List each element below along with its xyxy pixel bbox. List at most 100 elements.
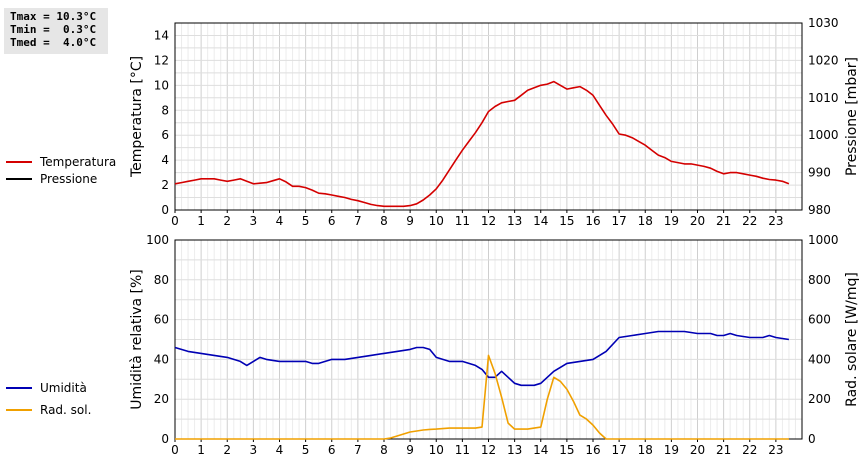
x-tick-hum-15: 15: [559, 443, 574, 457]
legend-label-rad-sol: Rad. sol.: [40, 402, 92, 417]
x-tick-temp-21: 21: [716, 214, 731, 228]
y2-tick-temp-4: 1020: [808, 53, 839, 67]
ylabel-hum: Umidità relativa [%]: [129, 269, 145, 410]
x-tick-temp-23: 23: [768, 214, 783, 228]
y-tick-hum-3: 60: [154, 313, 169, 327]
x-tick-hum-17: 17: [611, 443, 626, 457]
x-tick-temp-6: 6: [328, 214, 336, 228]
y-tick-temp-0: 0: [161, 203, 169, 217]
y-tick-temp-7: 14: [154, 28, 169, 42]
series-line-hum-0: [174, 330, 790, 387]
y2label-hum: Rad. solare [W/mq]: [844, 272, 860, 407]
y2-tick-temp-0: 980: [808, 203, 831, 217]
x-tick-hum-7: 7: [354, 443, 362, 457]
x-tick-temp-20: 20: [690, 214, 705, 228]
x-tick-hum-3: 3: [250, 443, 258, 457]
x-tick-temp-5: 5: [302, 214, 310, 228]
x-tick-hum-1: 1: [197, 443, 205, 457]
x-tick-hum-16: 16: [585, 443, 600, 457]
y-tick-hum-4: 80: [154, 273, 169, 287]
x-tick-hum-19: 19: [664, 443, 679, 457]
x-tick-temp-15: 15: [559, 214, 574, 228]
legend-swatch-pressione: [6, 177, 32, 180]
legend-item-temperatura: Temperatura: [6, 153, 116, 170]
stats-box: Tmax = 10.3°C Tmin = 0.3°C Tmed = 4.0°C: [4, 8, 108, 54]
series-line-hum-1: [175, 354, 789, 440]
x-tick-temp-16: 16: [585, 214, 600, 228]
ylabel-temp: Temperatura [°C]: [129, 56, 145, 178]
y2-tick-hum-4: 800: [808, 273, 831, 287]
x-tick-hum-5: 5: [302, 443, 310, 457]
stat-tmin: Tmin = 0.3°C: [10, 23, 97, 36]
x-tick-hum-9: 9: [406, 443, 414, 457]
x-tick-hum-21: 21: [716, 443, 731, 457]
x-tick-hum-20: 20: [690, 443, 705, 457]
x-tick-hum-0: 0: [171, 443, 179, 457]
x-tick-hum-11: 11: [455, 443, 470, 457]
y2-tick-hum-5: 1000: [808, 233, 839, 247]
x-tick-temp-19: 19: [664, 214, 679, 228]
legend-swatch-temperatura: [6, 160, 32, 163]
x-tick-temp-22: 22: [742, 214, 757, 228]
legend-item-pressione: Pressione: [6, 170, 116, 187]
x-tick-hum-4: 4: [276, 443, 284, 457]
x-tick-hum-2: 2: [223, 443, 231, 457]
x-tick-hum-14: 14: [533, 443, 548, 457]
x-tick-temp-13: 13: [507, 214, 522, 228]
y-tick-temp-5: 10: [154, 78, 169, 92]
x-tick-temp-1: 1: [197, 214, 205, 228]
x-tick-hum-22: 22: [742, 443, 757, 457]
x-tick-hum-23: 23: [768, 443, 783, 457]
y-tick-temp-6: 12: [154, 53, 169, 67]
y-tick-hum-2: 40: [154, 352, 169, 366]
y-tick-hum-5: 100: [146, 233, 169, 247]
y-tick-temp-1: 2: [161, 178, 169, 192]
x-tick-hum-12: 12: [481, 443, 496, 457]
x-tick-temp-11: 11: [455, 214, 470, 228]
x-tick-temp-4: 4: [276, 214, 284, 228]
legend-item-umidita: Umidità: [6, 379, 91, 396]
legend-item-rad-sol: Rad. sol.: [6, 401, 91, 418]
y-tick-temp-2: 4: [161, 153, 169, 167]
x-tick-temp-12: 12: [481, 214, 496, 228]
x-tick-hum-8: 8: [380, 443, 388, 457]
y2-tick-temp-5: 1030: [808, 16, 839, 30]
y2-tick-hum-2: 400: [808, 352, 831, 366]
y2label-temp: Pressione [mbar]: [844, 57, 860, 176]
y2-tick-hum-0: 0: [808, 432, 816, 446]
x-tick-hum-18: 18: [638, 443, 653, 457]
x-tick-temp-14: 14: [533, 214, 548, 228]
legend-top: Temperatura Pressione: [6, 153, 116, 187]
legend-swatch-umidita: [6, 386, 32, 389]
x-tick-temp-10: 10: [429, 214, 444, 228]
stat-tmed: Tmed = 4.0°C: [10, 36, 97, 49]
legend-label-pressione: Pressione: [40, 171, 98, 186]
x-tick-temp-8: 8: [380, 214, 388, 228]
y2-tick-hum-3: 600: [808, 313, 831, 327]
x-tick-temp-3: 3: [250, 214, 258, 228]
x-tick-temp-2: 2: [223, 214, 231, 228]
x-tick-temp-18: 18: [638, 214, 653, 228]
y2-tick-temp-2: 1000: [808, 128, 839, 142]
x-tick-hum-10: 10: [429, 443, 444, 457]
y2-tick-hum-1: 200: [808, 392, 831, 406]
legend-label-umidita: Umidità: [40, 380, 87, 395]
y2-tick-temp-1: 990: [808, 166, 831, 180]
y-tick-temp-3: 6: [161, 128, 169, 142]
x-tick-hum-6: 6: [328, 443, 336, 457]
x-tick-temp-7: 7: [354, 214, 362, 228]
series-line-temp-0: [174, 80, 790, 208]
y-tick-hum-0: 0: [161, 432, 169, 446]
x-tick-temp-17: 17: [611, 214, 626, 228]
y-tick-temp-4: 8: [161, 103, 169, 117]
y2-tick-temp-3: 1010: [808, 91, 839, 105]
x-tick-temp-9: 9: [406, 214, 414, 228]
x-tick-temp-0: 0: [171, 214, 179, 228]
y-tick-hum-1: 20: [154, 392, 169, 406]
stat-tmax: Tmax = 10.3°C: [10, 10, 97, 23]
legend-bottom: Umidità Rad. sol.: [6, 379, 91, 418]
x-tick-hum-13: 13: [507, 443, 522, 457]
legend-label-temperatura: Temperatura: [40, 154, 117, 169]
legend-swatch-rad-sol: [6, 408, 32, 411]
